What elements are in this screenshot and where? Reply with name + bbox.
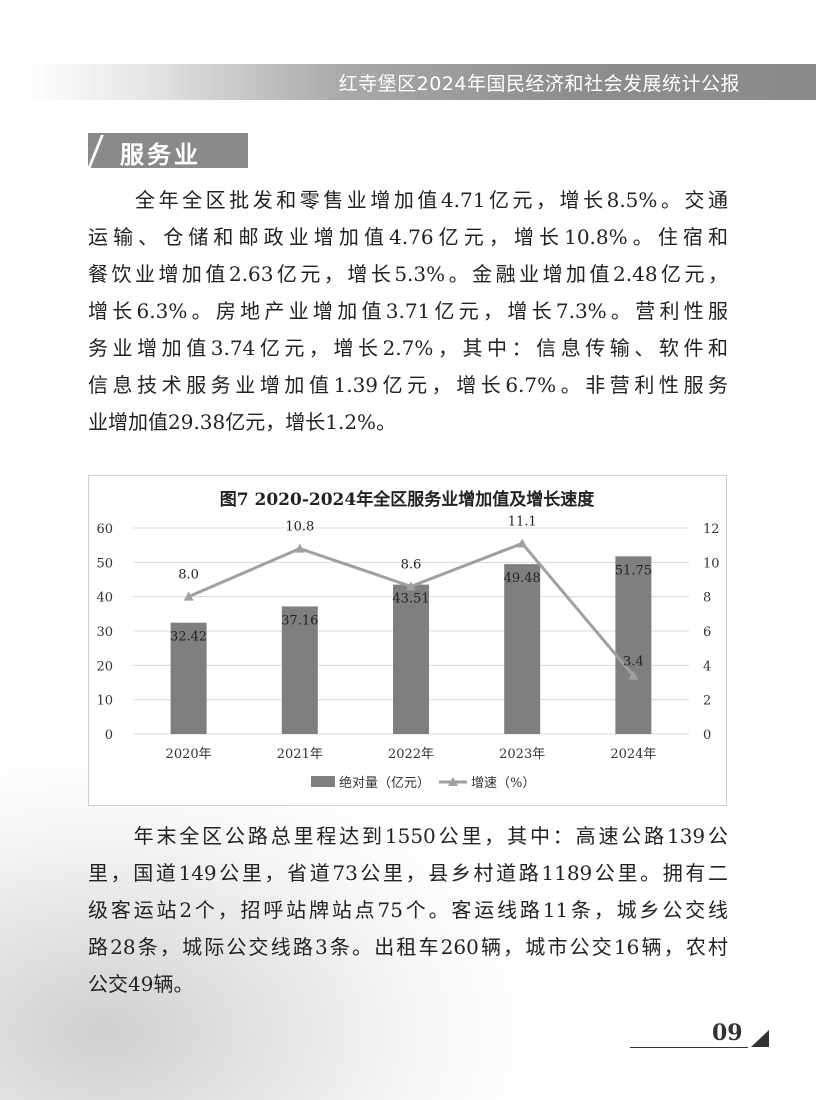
paragraph-services: 全年全区批发和零售业增加值4.71亿元，增长8.5%。交通 运输、仓储和邮政业增…	[88, 182, 728, 441]
line-marker-triangle	[294, 543, 305, 553]
y-left-tick-label: 30	[96, 625, 113, 640]
line-marker-triangle	[517, 538, 528, 548]
bar-2023年	[504, 564, 541, 734]
y-right-tick-label: 12	[703, 522, 720, 537]
y-right-tick-label: 2	[703, 694, 711, 709]
x-tick-label: 2022年	[388, 747, 434, 762]
x-tick-label: 2020年	[166, 747, 212, 762]
bar-data-label: 51.75	[615, 563, 652, 578]
y-left-tick-label: 20	[96, 659, 113, 674]
y-left-tick-label: 0	[105, 728, 113, 743]
line-data-label: 8.6	[401, 557, 422, 572]
bar-2022年	[393, 584, 429, 734]
y-right-tick-label: 6	[703, 625, 711, 640]
legend-bar-swatch	[311, 776, 335, 787]
chart-title: 图7 2020-2024年全区服务业增加值及增长速度	[220, 489, 595, 510]
bar-2020年	[170, 622, 207, 734]
text-line: 业增加值29.38亿元，增长1.2%。	[88, 410, 397, 434]
legend-line-label: 增速（%）	[471, 776, 535, 791]
text-line: 运输、仓储和邮政业增加值4.76亿元，增长10.8%。住宿和	[88, 225, 728, 249]
text-line: 全年全区批发和零售业增加值4.71亿元，增长8.5%。交通	[88, 188, 728, 212]
section-title: 服务业	[120, 141, 201, 169]
bar-data-label: 49.48	[504, 571, 541, 586]
text-line: 级客运站2个，招呼站牌站点75个。客运线路11条，城乡公交线	[88, 898, 728, 922]
header-title: 红寺堡区2024年国民经济和社会发展统计公报	[338, 73, 740, 95]
line-data-label: 3.4	[623, 655, 644, 670]
section-heading: 服务业	[87, 133, 248, 169]
legend-bar-label: 绝对量（亿元）	[339, 775, 430, 791]
chart-svg: 图7 2020-2024年全区服务业增加值及增长速度 32.4237.1643.…	[96, 489, 720, 791]
x-tick-label: 2021年	[277, 747, 323, 762]
bar-2024年	[615, 556, 652, 734]
text-line: 路28条，城际公交线路3条。出租车260辆，城市公交16辆，农村	[88, 935, 728, 959]
bar-2021年	[281, 606, 318, 734]
line-marker-triangle	[406, 581, 416, 591]
bar-data-label: 37.16	[281, 613, 318, 628]
text-line: 务业增加值3.74亿元，增长2.7%，其中：信息传输、软件和	[88, 336, 728, 360]
page-number: 09	[712, 1020, 743, 1046]
line-marker-triangle	[628, 670, 639, 680]
x-tick-label: 2024年	[610, 747, 656, 762]
x-tick-label: 2023年	[499, 747, 545, 762]
y-left-tick-label: 50	[96, 556, 113, 571]
legend-triangle-icon	[448, 777, 458, 786]
y-right-tick-label: 4	[703, 659, 711, 674]
y-left-tick-label: 10	[96, 694, 113, 709]
header-band: 红寺堡区2024年国民经济和社会发展统计公报	[25, 64, 816, 100]
slash-decoration	[87, 135, 104, 169]
text-line: 增长6.3%。房地产业增加值3.71亿元，增长7.3%。营利性服	[88, 299, 728, 323]
text-line: 信息技术服务业增加值1.39亿元，增长6.7%。非营利性服务	[88, 373, 728, 397]
y-left-tick-label: 40	[96, 591, 113, 606]
line-data-label: 11.1	[508, 514, 537, 529]
page-corner-triangle-icon	[751, 1030, 769, 1047]
text-line: 公交49辆。	[88, 972, 194, 996]
paragraph-transport: 年末全区公路总里程达到1550公里，其中：高速公路139公 里，国道149公里，…	[88, 818, 728, 1003]
text-line: 餐饮业增加值2.63亿元，增长5.3%。金融业增加值2.48亿元，	[88, 262, 728, 286]
line-marker-triangle	[183, 591, 194, 601]
line-data-label: 8.0	[178, 568, 199, 583]
y-left-tick-label: 60	[96, 522, 113, 537]
text-line: 里，国道149公里，省道73公里，县乡村道路1189公里。拥有二	[88, 861, 728, 885]
y-right-tick-label: 10	[703, 556, 720, 571]
background-decoration	[0, 760, 520, 1100]
line-data-label: 10.8	[285, 520, 314, 535]
bar-data-label: 32.42	[170, 630, 207, 645]
chart-figure-7: 图7 2020-2024年全区服务业增加值及增长速度 32.42 37.16 43.…	[88, 475, 727, 806]
bar-data-label: 43.51	[392, 592, 429, 607]
footer-rule	[630, 1047, 748, 1048]
y-right-tick-label: 0	[703, 728, 711, 743]
y-right-tick-label: 8	[703, 591, 711, 606]
text-line: 年末全区公路总里程达到1550公里，其中：高速公路139公	[88, 824, 728, 848]
